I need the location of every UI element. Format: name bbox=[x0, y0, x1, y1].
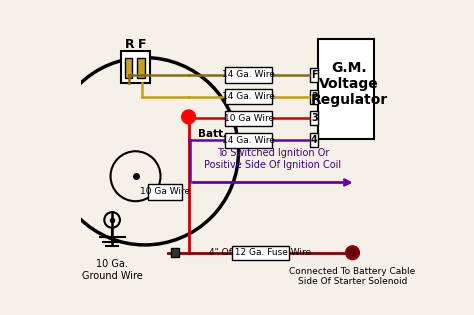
Text: Batt.: Batt. bbox=[198, 129, 227, 140]
FancyBboxPatch shape bbox=[318, 39, 374, 139]
Text: 14 Ga. Wire: 14 Ga. Wire bbox=[222, 92, 275, 101]
FancyBboxPatch shape bbox=[225, 111, 272, 126]
FancyBboxPatch shape bbox=[225, 89, 272, 104]
Text: 14 Ga. Wire: 14 Ga. Wire bbox=[222, 136, 275, 145]
Text: 10 Ga.
Ground Wire: 10 Ga. Ground Wire bbox=[82, 259, 143, 281]
FancyBboxPatch shape bbox=[172, 248, 179, 257]
Circle shape bbox=[346, 246, 359, 260]
FancyBboxPatch shape bbox=[232, 246, 289, 260]
Circle shape bbox=[349, 249, 356, 256]
FancyBboxPatch shape bbox=[121, 51, 150, 83]
Text: G.M.
Voltage
Regulator: G.M. Voltage Regulator bbox=[310, 60, 388, 107]
Text: R: R bbox=[125, 38, 134, 51]
FancyBboxPatch shape bbox=[148, 184, 182, 200]
FancyBboxPatch shape bbox=[310, 68, 318, 82]
Text: 14 Ga. Wire: 14 Ga. Wire bbox=[222, 70, 275, 79]
FancyBboxPatch shape bbox=[137, 58, 145, 78]
FancyBboxPatch shape bbox=[225, 133, 272, 148]
Text: 2: 2 bbox=[311, 92, 318, 102]
Text: 10 Ga Wire: 10 Ga Wire bbox=[140, 187, 190, 196]
FancyBboxPatch shape bbox=[310, 112, 318, 125]
Text: F: F bbox=[311, 70, 318, 80]
FancyBboxPatch shape bbox=[310, 89, 318, 104]
Text: F: F bbox=[137, 38, 146, 51]
Text: Connected To Battery Cable
Side Of Starter Solenoid: Connected To Battery Cable Side Of Start… bbox=[290, 267, 416, 286]
Text: 4" Of 12 Ga. Fuse Wire: 4" Of 12 Ga. Fuse Wire bbox=[210, 248, 311, 257]
FancyBboxPatch shape bbox=[310, 133, 318, 147]
FancyBboxPatch shape bbox=[225, 67, 272, 83]
Text: 4: 4 bbox=[311, 135, 318, 145]
Text: 10 Ga Wire: 10 Ga Wire bbox=[224, 114, 274, 123]
Text: To Switched Ignition Or
Positive Side Of Ignition Coil: To Switched Ignition Or Positive Side Of… bbox=[204, 148, 341, 170]
Text: 3: 3 bbox=[311, 113, 318, 123]
Circle shape bbox=[182, 110, 195, 124]
FancyBboxPatch shape bbox=[125, 58, 132, 78]
